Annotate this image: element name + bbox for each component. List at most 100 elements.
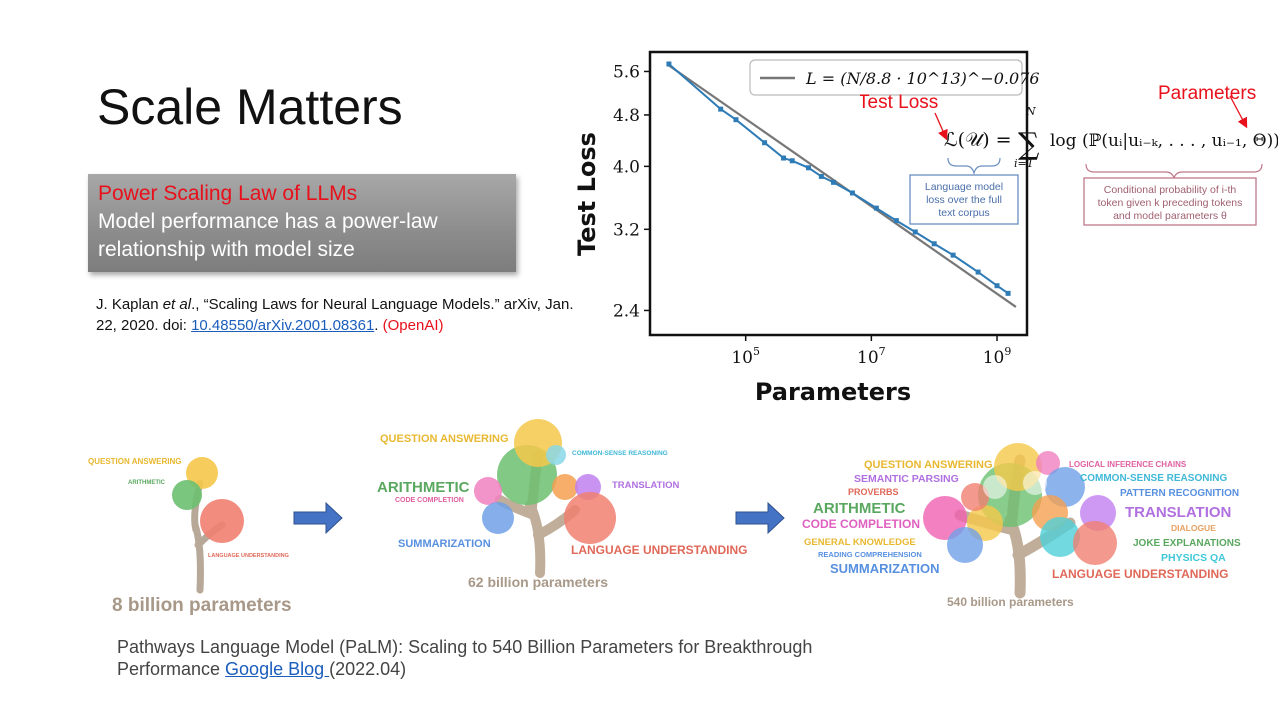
y-tick-label: 4.8: [613, 106, 640, 126]
tree2-label: CODE COMPLETION: [395, 497, 464, 504]
probability-explanation-line1: Conditional probability of i-th: [1104, 184, 1237, 196]
tree1-label: QUESTION ANSWERING: [88, 457, 181, 466]
tree-bubble: [172, 480, 202, 510]
tree2-label: COMMON-SENSE REASONING: [572, 450, 668, 457]
tree2-label: QUESTION ANSWERING: [380, 433, 509, 445]
loss-explanation-line3: text corpus: [938, 207, 989, 219]
probability-explanation-line2: token given k preceding tokens: [1098, 197, 1243, 209]
tree-bubble: [947, 527, 983, 563]
data-point: [849, 190, 855, 196]
citation-org: (OpenAI): [382, 317, 444, 334]
tree2-label: LANGUAGE UNDERSTANDING: [571, 543, 747, 557]
citation-etal: et al: [162, 296, 192, 313]
loss-explanation-line1: Language model: [925, 181, 1003, 193]
formula-rhs: log (ℙ(uᵢ|uᵢ₋ₖ, . . . , uᵢ₋₁, Θ)): [1050, 131, 1278, 151]
tree3-label: LOGICAL INFERENCE CHAINS: [1069, 460, 1187, 469]
tree-bubble: [1040, 517, 1080, 557]
data-point: [931, 241, 937, 247]
data-point: [912, 229, 918, 235]
tree-bubble: [1036, 451, 1060, 475]
test-loss-arrow: [934, 112, 948, 141]
y-axis-label: Test Loss: [573, 132, 601, 256]
likelihood-formula: Test Loss Parameters ℒ(𝒰) = N ∑ i=1 log …: [860, 83, 1278, 226]
tree3-label: READING COMPREHENSION: [818, 550, 922, 559]
tree3-label: LANGUAGE UNDERSTANDING: [1052, 567, 1228, 581]
tree1-caption: 8 billion parameters: [112, 595, 292, 616]
tree3-label: SEMANTIC PARSING: [854, 473, 959, 485]
sum-lower: i=1: [1014, 157, 1034, 170]
tree-bubble: [983, 475, 1007, 499]
reference-date: (2022.04): [329, 659, 407, 679]
y-tick-label: 4.0: [613, 157, 640, 177]
data-point: [994, 283, 1000, 289]
palm-trees-figure: QUESTION ANSWERING ARITHMETIC LANGUAGE U…: [88, 419, 1241, 616]
tree2-caption: 62 billion parameters: [468, 574, 608, 590]
data-point: [873, 205, 879, 211]
tree3-label: SUMMARIZATION: [830, 561, 940, 576]
x-axis-label: Parameters: [755, 378, 911, 406]
data-point: [762, 140, 768, 146]
parameters-arrow: [1229, 95, 1248, 129]
data-point: [666, 61, 672, 67]
tree-bubble: [552, 474, 578, 500]
legend-box: [749, 59, 1023, 96]
tree-bubble: [961, 483, 989, 511]
x-tick-label: 107: [857, 345, 886, 368]
tree3-label: DIALOGUE: [1171, 523, 1216, 533]
tree2-label: TRANSLATION: [612, 480, 680, 491]
citation: J. Kaplan et al., “Scaling Laws for Neur…: [96, 294, 596, 336]
tree-bubble: [474, 477, 502, 505]
brace-left: [947, 157, 1001, 176]
tree-trunk: [495, 450, 580, 578]
tree3-label: ARITHMETIC: [813, 500, 906, 517]
legend-label: L = (N/8.8 · 10^13)^−0.076: [805, 69, 1040, 88]
probability-explanation-box: [1083, 177, 1257, 226]
tree-bubble: [1073, 521, 1117, 565]
y-tick-label: 2.4: [613, 301, 640, 321]
slide-title: Scale Matters: [97, 79, 403, 135]
loss-explanation-line2: loss over the full: [926, 194, 1002, 206]
data-point: [781, 155, 787, 161]
test-loss-label: Test Loss: [860, 92, 938, 113]
tree-62b: QUESTION ANSWERING COMMON-SENSE REASONIN…: [377, 419, 747, 590]
data-line: [668, 63, 1009, 295]
tree-8b: QUESTION ANSWERING ARITHMETIC LANGUAGE U…: [88, 457, 292, 616]
probability-explanation-line3: and model parameters θ: [1113, 210, 1227, 222]
google-blog-link[interactable]: Google Blog: [225, 659, 330, 679]
tree1-label: LANGUAGE UNDERSTANDING: [208, 553, 289, 559]
sum-upper: N: [1025, 105, 1036, 118]
doi-link[interactable]: 10.48550/arXiv.2001.08361: [191, 317, 375, 334]
box-text: Model performance has a power-law relati…: [98, 210, 438, 261]
x-tick-label: 109: [983, 345, 1012, 368]
tree-540b: QUESTION ANSWERING LOGICAL INFERENCE CHA…: [802, 443, 1241, 609]
tree1-label: ARITHMETIC: [128, 480, 166, 486]
citation-rest: ., “Scaling Laws for Neural Language Mod…: [96, 296, 574, 334]
data-point: [733, 117, 739, 123]
citation-authors: J. Kaplan: [96, 296, 163, 313]
tree3-label: TRANSLATION: [1125, 504, 1231, 521]
box-highlight: Power Scaling Law of LLMs: [98, 182, 358, 205]
data-point: [718, 106, 724, 112]
tree3-label: JOKE EXPLANATIONS: [1133, 538, 1241, 549]
sum-symbol: ∑: [1018, 127, 1040, 162]
tree3-label: QUESTION ANSWERING: [864, 459, 993, 471]
brace-right: [1085, 163, 1263, 180]
tree3-label: COMMON-SENSE REASONING: [1080, 473, 1227, 484]
tree-bubble: [1023, 471, 1047, 495]
scaling-law-chart: 5.6 4.8 4.0 3.2 2.4 105 107 109 L = (N/8.8 · 1…: [573, 50, 1040, 406]
data-point: [975, 269, 981, 275]
tree-bubble: [546, 445, 566, 465]
tree2-label: SUMMARIZATION: [398, 538, 491, 550]
parameters-label: Parameters: [1158, 83, 1256, 104]
tree3-caption: 540 billion parameters: [947, 595, 1074, 609]
loss-explanation-box: [909, 174, 1019, 225]
y-tick-label: 3.2: [613, 220, 640, 240]
reference-text: Pathways Language Model (PaLM): Scaling …: [117, 637, 813, 679]
growth-arrow: [293, 501, 343, 535]
y-tick-label: 5.6: [613, 62, 640, 82]
tree3-label: PHYSICS QA: [1161, 552, 1226, 564]
data-point: [818, 173, 824, 179]
tree-bubble: [200, 499, 244, 543]
tree2-label: ARITHMETIC: [377, 479, 470, 496]
growth-arrow: [735, 501, 785, 535]
